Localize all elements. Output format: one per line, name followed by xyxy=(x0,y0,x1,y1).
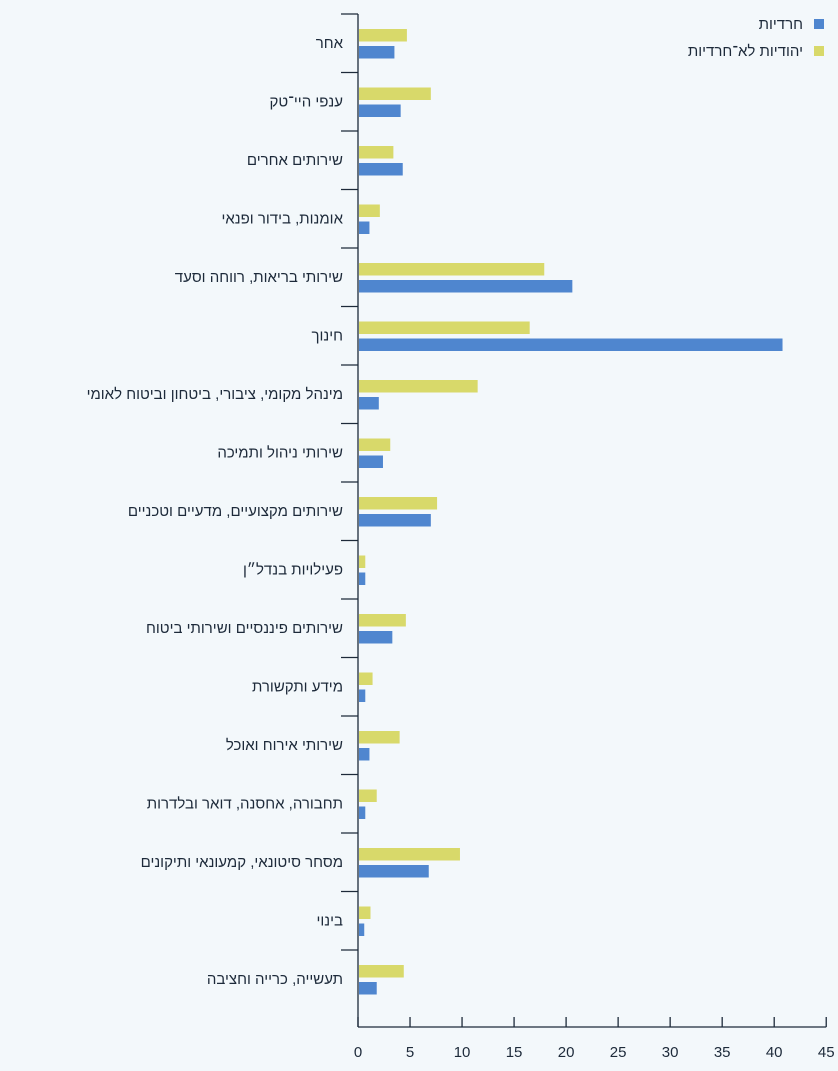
x-tick-label: 15 xyxy=(506,1044,523,1061)
category-label: תחבורה, אחסנה, דואר ובלדרות xyxy=(147,796,343,813)
bar-haredi xyxy=(359,631,393,644)
x-tick-label: 25 xyxy=(610,1044,627,1061)
category-label: שירותים מקצועיים, מדעיים וטכניים xyxy=(128,503,343,520)
bar-non-haredi xyxy=(359,789,377,802)
bar-haredi xyxy=(359,338,783,351)
bar-haredi xyxy=(359,689,366,702)
bar-non-haredi xyxy=(359,204,380,217)
bar-non-haredi xyxy=(359,614,406,627)
category-label: שירותי אירוח ואוכל xyxy=(226,737,343,754)
category-label: חינוך xyxy=(311,328,343,345)
bar-haredi xyxy=(359,572,366,585)
bar-haredi xyxy=(359,514,431,527)
category-label: מינהל מקומי, ציבורי, ביטחון וביטוח לאומי xyxy=(87,386,343,403)
category-label: אחר xyxy=(316,35,344,52)
bar-non-haredi xyxy=(359,731,400,744)
category-label: שירותים אחרים xyxy=(247,152,343,169)
bars-group xyxy=(359,29,783,995)
bar-non-haredi xyxy=(359,321,530,334)
bar-non-haredi xyxy=(359,906,371,919)
bar-haredi xyxy=(359,982,377,995)
bar-haredi xyxy=(359,748,370,761)
category-label: ענפי היי־טק xyxy=(270,94,343,111)
bar-non-haredi xyxy=(359,146,394,159)
bar-haredi xyxy=(359,806,366,819)
x-tick-label: 5 xyxy=(406,1044,414,1061)
x-tick-label: 30 xyxy=(662,1044,679,1061)
bar-non-haredi xyxy=(359,263,545,276)
axes-group: אחר ענפי היי־טק שירותים אחרים אומנות, בידור… xyxy=(87,13,835,1061)
category-label: שירותים פיננסיים ושירותי ביטוח xyxy=(146,620,343,637)
category-label: תעשייה, כרייה וחציבה xyxy=(207,971,343,988)
legend-label: חרדיות xyxy=(759,16,803,33)
bar-haredi xyxy=(359,221,370,234)
legend-swatch xyxy=(814,19,824,29)
category-label: אומנות, בידור ופנאי xyxy=(221,211,343,228)
category-label: מסחר סיטונאי, קמעונאי ותיקונים xyxy=(141,854,343,871)
bar-non-haredi xyxy=(359,965,404,978)
bar-non-haredi xyxy=(359,672,373,685)
x-tick-label: 45 xyxy=(818,1044,835,1061)
x-tick-label: 20 xyxy=(558,1044,575,1061)
bar-non-haredi xyxy=(359,438,391,451)
category-label: מידע ותקשורת xyxy=(252,679,343,696)
legend: חרדיות יהודיות לא־חרדיות xyxy=(688,16,824,60)
category-label: שירותי ניהול ותמיכה xyxy=(217,445,343,462)
legend-label: יהודיות לא־חרדיות xyxy=(688,43,803,60)
bar-non-haredi xyxy=(359,555,366,568)
bar-haredi xyxy=(359,46,395,59)
bar-non-haredi xyxy=(359,380,478,393)
bar-haredi xyxy=(359,104,401,117)
bar-non-haredi xyxy=(359,29,407,42)
bar-haredi xyxy=(359,163,403,176)
bar-haredi xyxy=(359,397,379,410)
bar-non-haredi xyxy=(359,848,460,861)
bar-haredi xyxy=(359,923,365,936)
x-tick-label: 40 xyxy=(766,1044,783,1061)
x-tick-label: 10 xyxy=(454,1044,471,1061)
x-tick-label: 35 xyxy=(714,1044,731,1061)
bar-haredi xyxy=(359,455,383,468)
bar-non-haredi xyxy=(359,87,431,100)
category-label: פעילויות בנדל״ן xyxy=(243,562,343,579)
x-tick-label: 0 xyxy=(354,1044,362,1061)
bar-haredi xyxy=(359,865,429,878)
category-label: בינוי xyxy=(317,913,344,930)
legend-swatch xyxy=(814,46,824,56)
bar-haredi xyxy=(359,280,573,293)
category-label: שירותי בריאות, רווחה וסעד xyxy=(175,269,343,286)
bar-non-haredi xyxy=(359,497,438,510)
